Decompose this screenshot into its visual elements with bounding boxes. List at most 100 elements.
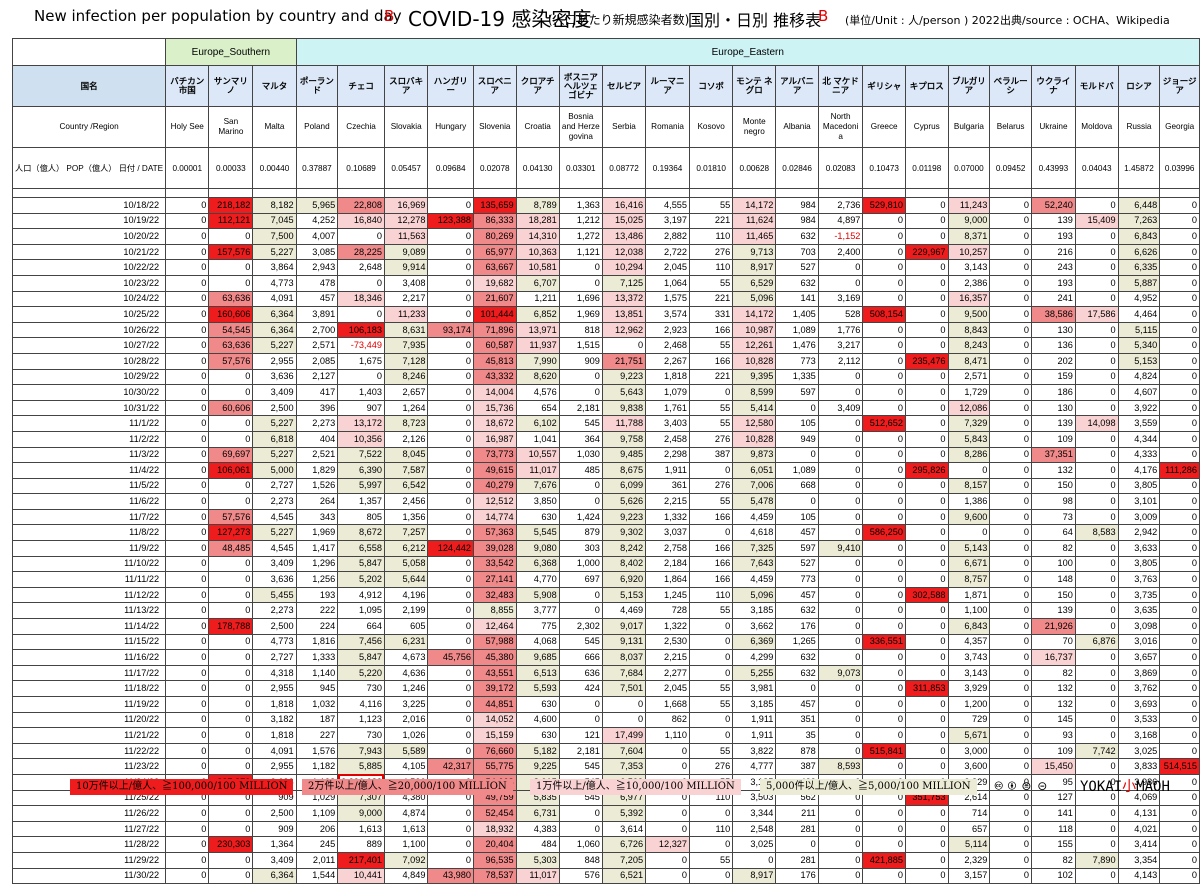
- value-cell: 0: [1074, 228, 1119, 245]
- value-cell: 2,215: [645, 493, 691, 510]
- value-cell: 6,671: [947, 555, 991, 573]
- value-cell: 9,223: [601, 368, 647, 386]
- value-cell: 35: [775, 727, 819, 744]
- country-population: 0.10473: [862, 147, 906, 189]
- value-cell: 0: [337, 368, 385, 386]
- value-cell: 0: [427, 586, 474, 604]
- value-cell: 0: [208, 633, 254, 651]
- value-cell: 6,529: [732, 274, 777, 292]
- value-cell: 3,864: [252, 259, 297, 276]
- value-cell: 1,911: [732, 727, 777, 744]
- value-cell: 5,885: [337, 758, 385, 775]
- value-cell: 907: [337, 399, 385, 417]
- value-cell: 0: [989, 508, 1032, 526]
- value-cell: 0: [1074, 586, 1119, 604]
- value-cell: 0: [1159, 493, 1200, 510]
- table-row: 10/27/22 0 63,636 5,227 2,571 -73,449 7,935 0 60…: [11, 337, 1200, 354]
- value-cell: 5,227: [252, 524, 297, 542]
- value-cell: 5,227: [252, 446, 297, 464]
- value-cell: 2,468: [645, 337, 691, 354]
- value-cell: 0: [862, 540, 906, 557]
- value-cell: 14,172: [732, 306, 777, 323]
- value-cell: 139: [1030, 602, 1076, 620]
- value-cell: 221: [689, 212, 734, 230]
- value-cell: 54,545: [208, 321, 254, 339]
- value-cell: 0: [558, 259, 603, 276]
- table-row: 11/13/22 0 0 2,273 222 1,095 2,199 0 8,855 3,777 0…: [11, 602, 1200, 620]
- value-cell: 0: [208, 867, 254, 884]
- value-cell: 193: [295, 586, 339, 604]
- value-cell: 0: [208, 368, 254, 386]
- value-cell: 0: [989, 446, 1032, 464]
- value-cell: 0: [558, 602, 603, 620]
- country-population: 0.01198: [904, 147, 949, 189]
- value-cell: 0: [817, 586, 864, 604]
- table-row: 11/10/22 0 0 3,409 1,296 5,847 5,058 0 33,542 6,3…: [11, 555, 1200, 573]
- date-cell: 11/20/22: [11, 711, 167, 729]
- country-en-name: Serbia: [601, 106, 647, 148]
- table-row: 11/1/22 0 0 5,227 2,273 13,172 8,723 0 18,672 6,1…: [11, 415, 1200, 432]
- value-cell: 1,095: [337, 602, 385, 620]
- value-cell: 229,967: [904, 243, 949, 261]
- value-cell: 109: [1030, 742, 1076, 760]
- value-cell: 3,891: [295, 306, 339, 323]
- value-cell: 3,344: [732, 805, 777, 822]
- value-cell: 150: [1030, 477, 1076, 495]
- value-cell: 0: [165, 306, 210, 323]
- date-cell: 10/24/22: [11, 290, 167, 308]
- value-cell: 0: [165, 758, 210, 775]
- value-cell: 0: [1159, 321, 1200, 339]
- value-cell: 7,125: [601, 274, 647, 292]
- value-cell: 111,286: [1159, 462, 1200, 479]
- value-cell: 343: [295, 508, 339, 526]
- value-cell: 945: [295, 680, 339, 697]
- value-cell: 0: [862, 555, 906, 573]
- value-cell: 3,409: [252, 555, 297, 573]
- value-cell: 0: [1159, 352, 1200, 370]
- country-population: 0.05457: [383, 147, 429, 189]
- value-cell: 529,810: [862, 197, 906, 214]
- value-cell: 8,917: [732, 867, 777, 884]
- value-cell: 55: [689, 602, 734, 620]
- spacer-cell: [862, 188, 906, 198]
- date-cell: 10/29/22: [11, 368, 167, 386]
- value-cell: 8,593: [817, 758, 864, 775]
- table-row: 11/18/22 0 0 2,955 945 730 1,246 0 39,172 5,593 42…: [11, 680, 1200, 697]
- value-cell: 636: [558, 664, 603, 682]
- value-cell: 2,500: [252, 399, 297, 417]
- value-cell: 276: [689, 430, 734, 448]
- value-cell: 0: [427, 274, 474, 292]
- country-jp-name: ブルガリア: [947, 65, 991, 107]
- value-cell: 8,855: [473, 602, 517, 620]
- value-cell: 0: [1159, 618, 1200, 635]
- value-cell: 10,581: [515, 259, 560, 276]
- value-cell: 1,265: [775, 633, 819, 651]
- value-cell: 984: [775, 212, 819, 230]
- value-cell: 0: [689, 867, 734, 884]
- spacer-cell: [732, 188, 777, 198]
- value-cell: 0: [208, 477, 254, 495]
- value-cell: 2,923: [645, 321, 691, 339]
- value-cell: 8,723: [383, 415, 429, 432]
- value-cell: 0: [165, 399, 210, 417]
- value-cell: 8,583: [1074, 524, 1119, 542]
- value-cell: 0: [1159, 306, 1200, 323]
- value-cell: 206: [295, 820, 339, 838]
- value-cell: 3,636: [252, 368, 297, 386]
- value-cell: 0: [1074, 197, 1119, 214]
- value-cell: 404: [295, 430, 339, 448]
- value-cell: 0: [862, 602, 906, 620]
- value-cell: 3,693: [1117, 696, 1161, 713]
- value-cell: 1,079: [645, 384, 691, 401]
- value-cell: 0: [208, 259, 254, 276]
- value-cell: 2,011: [295, 851, 339, 869]
- table-row: 11/21/22 0 0 1,818 227 730 1,026 0 15,159 630 121 1…: [11, 727, 1200, 744]
- table-row: 10/28/22 0 57,576 2,955 2,085 1,675 7,128 0 45,8…: [11, 352, 1200, 370]
- value-cell: 0: [208, 384, 254, 401]
- value-cell: 8,157: [947, 477, 991, 495]
- value-cell: 9,500: [947, 306, 991, 323]
- value-cell: 5,626: [601, 493, 647, 510]
- value-cell: 0: [1159, 430, 1200, 448]
- value-cell: 0: [817, 462, 864, 479]
- date-cell: 11/8/22: [11, 524, 167, 542]
